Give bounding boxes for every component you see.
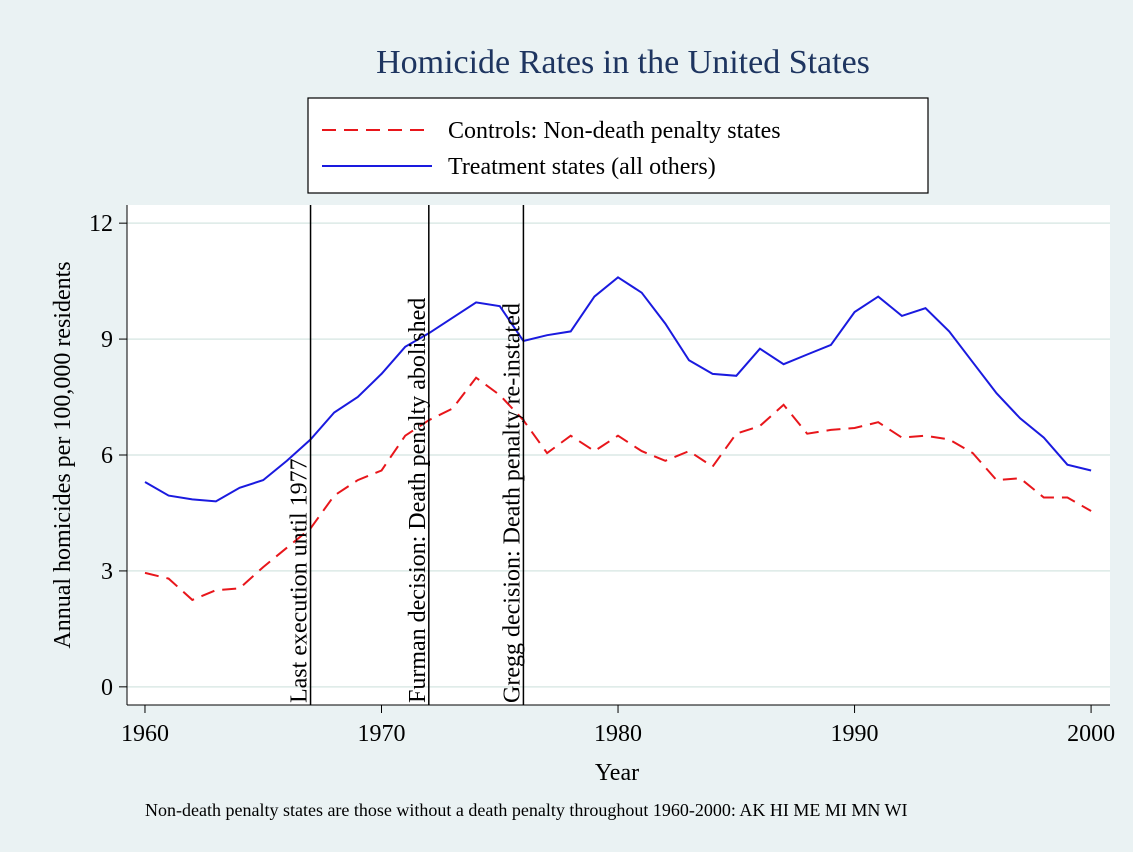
series-line	[144, 376, 1092, 602]
y-tick-label: 12	[89, 211, 113, 237]
y-tick-label: 9	[101, 327, 113, 353]
legend-label: Treatment states (all others)	[448, 154, 716, 180]
y-tick-label: 0	[101, 675, 113, 701]
event-label: Last execution until 1977	[287, 458, 313, 703]
x-axis-label: Year	[595, 760, 639, 786]
x-tick-label: 1970	[358, 721, 406, 747]
chart-title: Homicide Rates in the United States	[376, 44, 870, 81]
x-tick-label: 1960	[121, 721, 169, 747]
x-tick-label: 1990	[831, 721, 879, 747]
event-label: Gregg decision: Death penalty re-instate…	[499, 303, 525, 703]
x-tick-label: 1980	[594, 721, 642, 747]
legend-label: Controls: Non-death penalty states	[448, 118, 781, 144]
note: Non-death penalty states are those witho…	[145, 800, 908, 820]
y-tick-label: 6	[101, 443, 113, 469]
y-axis-label: Annual homicides per 100,000 residents	[50, 261, 76, 648]
event-label: Furman decision: Death penalty abolished	[405, 298, 431, 703]
x-tick-label: 2000	[1067, 721, 1115, 747]
y-tick-label: 3	[101, 559, 113, 585]
legend-box	[307, 97, 929, 194]
series-line	[144, 276, 1092, 503]
